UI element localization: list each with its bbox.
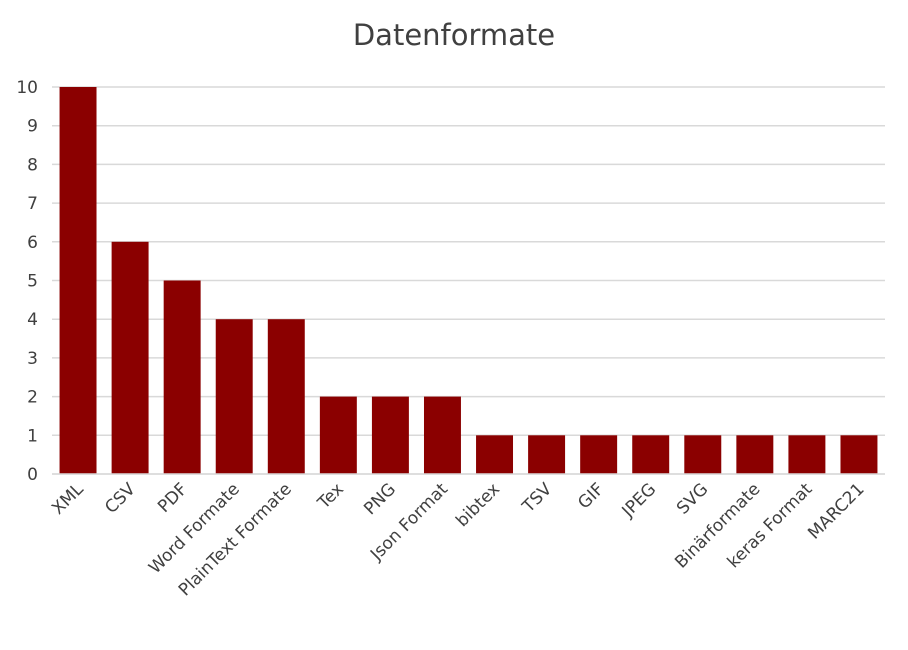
x-tick-label: GIF	[574, 479, 608, 513]
x-tick-label: Tex	[313, 479, 347, 513]
x-tick-label: JPEG	[618, 479, 661, 522]
y-tick-label: 6	[27, 233, 38, 253]
bar-7	[423, 396, 461, 474]
y-tick-label: 7	[27, 194, 38, 214]
y-tick-label: 4	[27, 310, 38, 330]
bar-6	[371, 396, 409, 474]
x-tick-label: PNG	[360, 479, 400, 519]
x-tick-label: MARC21	[804, 479, 868, 543]
x-tick-label: Word Formate	[145, 479, 244, 578]
bar-13	[736, 435, 774, 474]
bar-14	[788, 435, 826, 474]
bar-3	[215, 319, 253, 474]
x-tick-label: XML	[48, 479, 88, 519]
bar-4	[267, 319, 305, 474]
bar-9	[528, 435, 566, 474]
x-tick-label: bibtex	[452, 479, 504, 531]
chart-title: Datenformate	[352, 18, 556, 52]
bar-1	[111, 241, 149, 474]
bar-0	[59, 87, 97, 474]
bar-2	[163, 280, 201, 474]
y-tick-label: 2	[27, 388, 38, 408]
x-tick-label: PDF	[154, 479, 192, 517]
bar-12	[684, 435, 722, 474]
x-tick-label: CSV	[101, 479, 140, 518]
y-tick-label: 1	[27, 426, 38, 446]
bar-15	[840, 435, 878, 474]
y-tick-label: 9	[27, 117, 38, 137]
y-tick-label: 8	[27, 155, 38, 175]
y-tick-label: 5	[27, 272, 38, 292]
x-tick-label: TSV	[518, 479, 556, 517]
y-tick-label: 3	[27, 349, 38, 369]
bar-5	[319, 396, 357, 474]
bar-8	[476, 435, 514, 474]
bar-11	[632, 435, 670, 474]
y-tick-label: 10	[16, 78, 38, 98]
y-tick-label: 0	[27, 465, 38, 485]
x-tick-label: SVG	[673, 479, 712, 518]
bar-10	[580, 435, 618, 474]
